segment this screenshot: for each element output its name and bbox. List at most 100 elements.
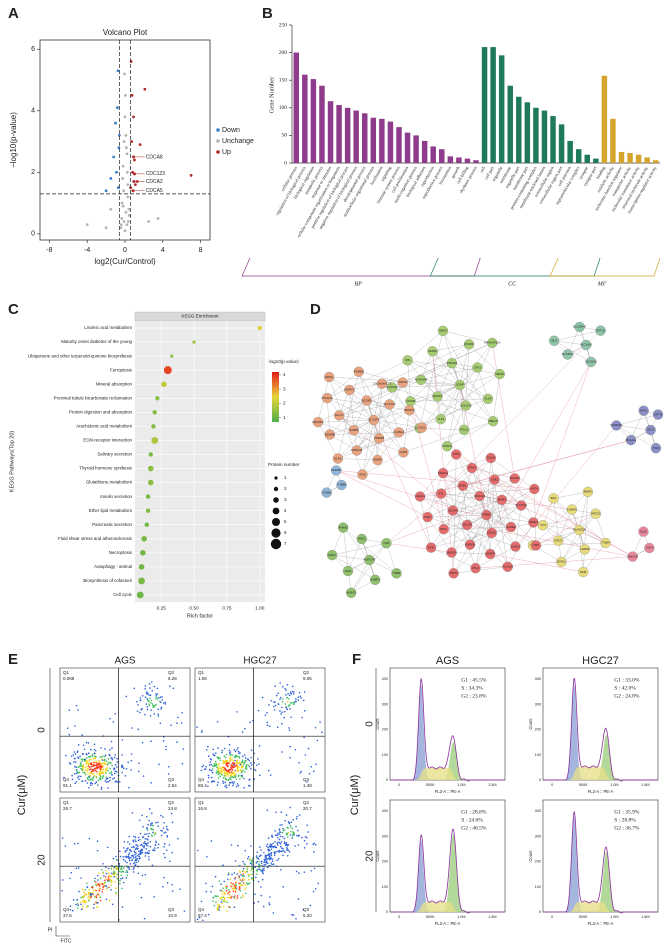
event [301, 716, 303, 719]
event [163, 843, 166, 845]
edge [443, 479, 495, 530]
event [137, 836, 140, 839]
event [270, 857, 272, 860]
y-tick-label: Protein digestion and absorption [69, 409, 133, 414]
event [279, 682, 281, 684]
dot [147, 479, 154, 486]
event [86, 765, 88, 768]
event [152, 704, 154, 707]
chart-title: Volcano Plot [103, 28, 148, 37]
event [208, 768, 211, 771]
event [241, 765, 243, 768]
bar [413, 135, 419, 163]
g1-area [390, 684, 505, 780]
event [124, 860, 127, 862]
edge [427, 516, 516, 547]
event [296, 834, 298, 837]
event [94, 767, 96, 770]
node-label: ITGB1 [392, 571, 401, 575]
node [368, 414, 379, 426]
event [265, 858, 267, 861]
event [283, 837, 286, 840]
event [139, 832, 142, 835]
bar [344, 107, 351, 163]
event [84, 769, 87, 771]
point [122, 189, 125, 193]
event [216, 720, 219, 723]
event [163, 832, 165, 834]
event [241, 776, 243, 778]
event [73, 751, 76, 753]
event [144, 687, 147, 690]
phase-value: S : 28.8% [614, 817, 636, 823]
point [122, 220, 126, 223]
event [227, 888, 230, 891]
event [278, 851, 281, 853]
edge [349, 389, 399, 433]
event [119, 868, 122, 870]
event [244, 727, 246, 730]
event [144, 837, 147, 840]
y-tick-label: 300 [535, 834, 541, 838]
event [238, 882, 240, 885]
edge [349, 383, 383, 391]
node-label: ELP2 [334, 456, 341, 460]
event [245, 766, 248, 769]
event [155, 697, 157, 700]
event [93, 752, 96, 755]
event [98, 888, 101, 890]
event [148, 703, 150, 705]
event [218, 909, 221, 911]
dot [145, 494, 151, 499]
g1-area [390, 839, 505, 912]
event [229, 777, 232, 779]
node-label: CLK4 [484, 397, 491, 401]
event [147, 842, 149, 844]
event [263, 864, 265, 866]
event [96, 892, 99, 895]
phase-value: S : 34.3% [461, 685, 483, 691]
edge [339, 415, 380, 439]
event [233, 763, 235, 766]
point [121, 204, 125, 208]
event [243, 870, 245, 872]
node-label: WDR6 [373, 458, 382, 462]
event [141, 695, 144, 697]
event [247, 855, 250, 858]
event [113, 866, 116, 868]
event [244, 849, 247, 852]
event [287, 849, 290, 852]
node [416, 422, 427, 433]
edge [442, 473, 487, 516]
event [244, 863, 246, 866]
event [229, 878, 232, 881]
event [241, 755, 244, 757]
legend-label: Unchange [222, 138, 254, 145]
y-tick-label: 100 [382, 753, 388, 757]
event [250, 749, 253, 751]
event [263, 867, 265, 869]
event [268, 704, 270, 706]
plot-frame [542, 799, 659, 913]
event [281, 722, 283, 725]
event [154, 844, 157, 846]
event [139, 852, 141, 855]
edge [356, 404, 390, 451]
event [135, 840, 137, 843]
event [283, 710, 286, 713]
edge [329, 383, 383, 435]
event [75, 867, 78, 870]
event [239, 778, 241, 780]
node-label: SIN [405, 358, 410, 362]
event [271, 834, 273, 837]
event [266, 854, 269, 857]
event [135, 847, 138, 849]
node [448, 568, 459, 579]
event [83, 891, 85, 894]
event [150, 812, 153, 815]
column-title: HGC27 [582, 655, 619, 667]
event [92, 764, 95, 766]
event [159, 696, 162, 698]
event [238, 886, 241, 888]
event [112, 721, 115, 723]
